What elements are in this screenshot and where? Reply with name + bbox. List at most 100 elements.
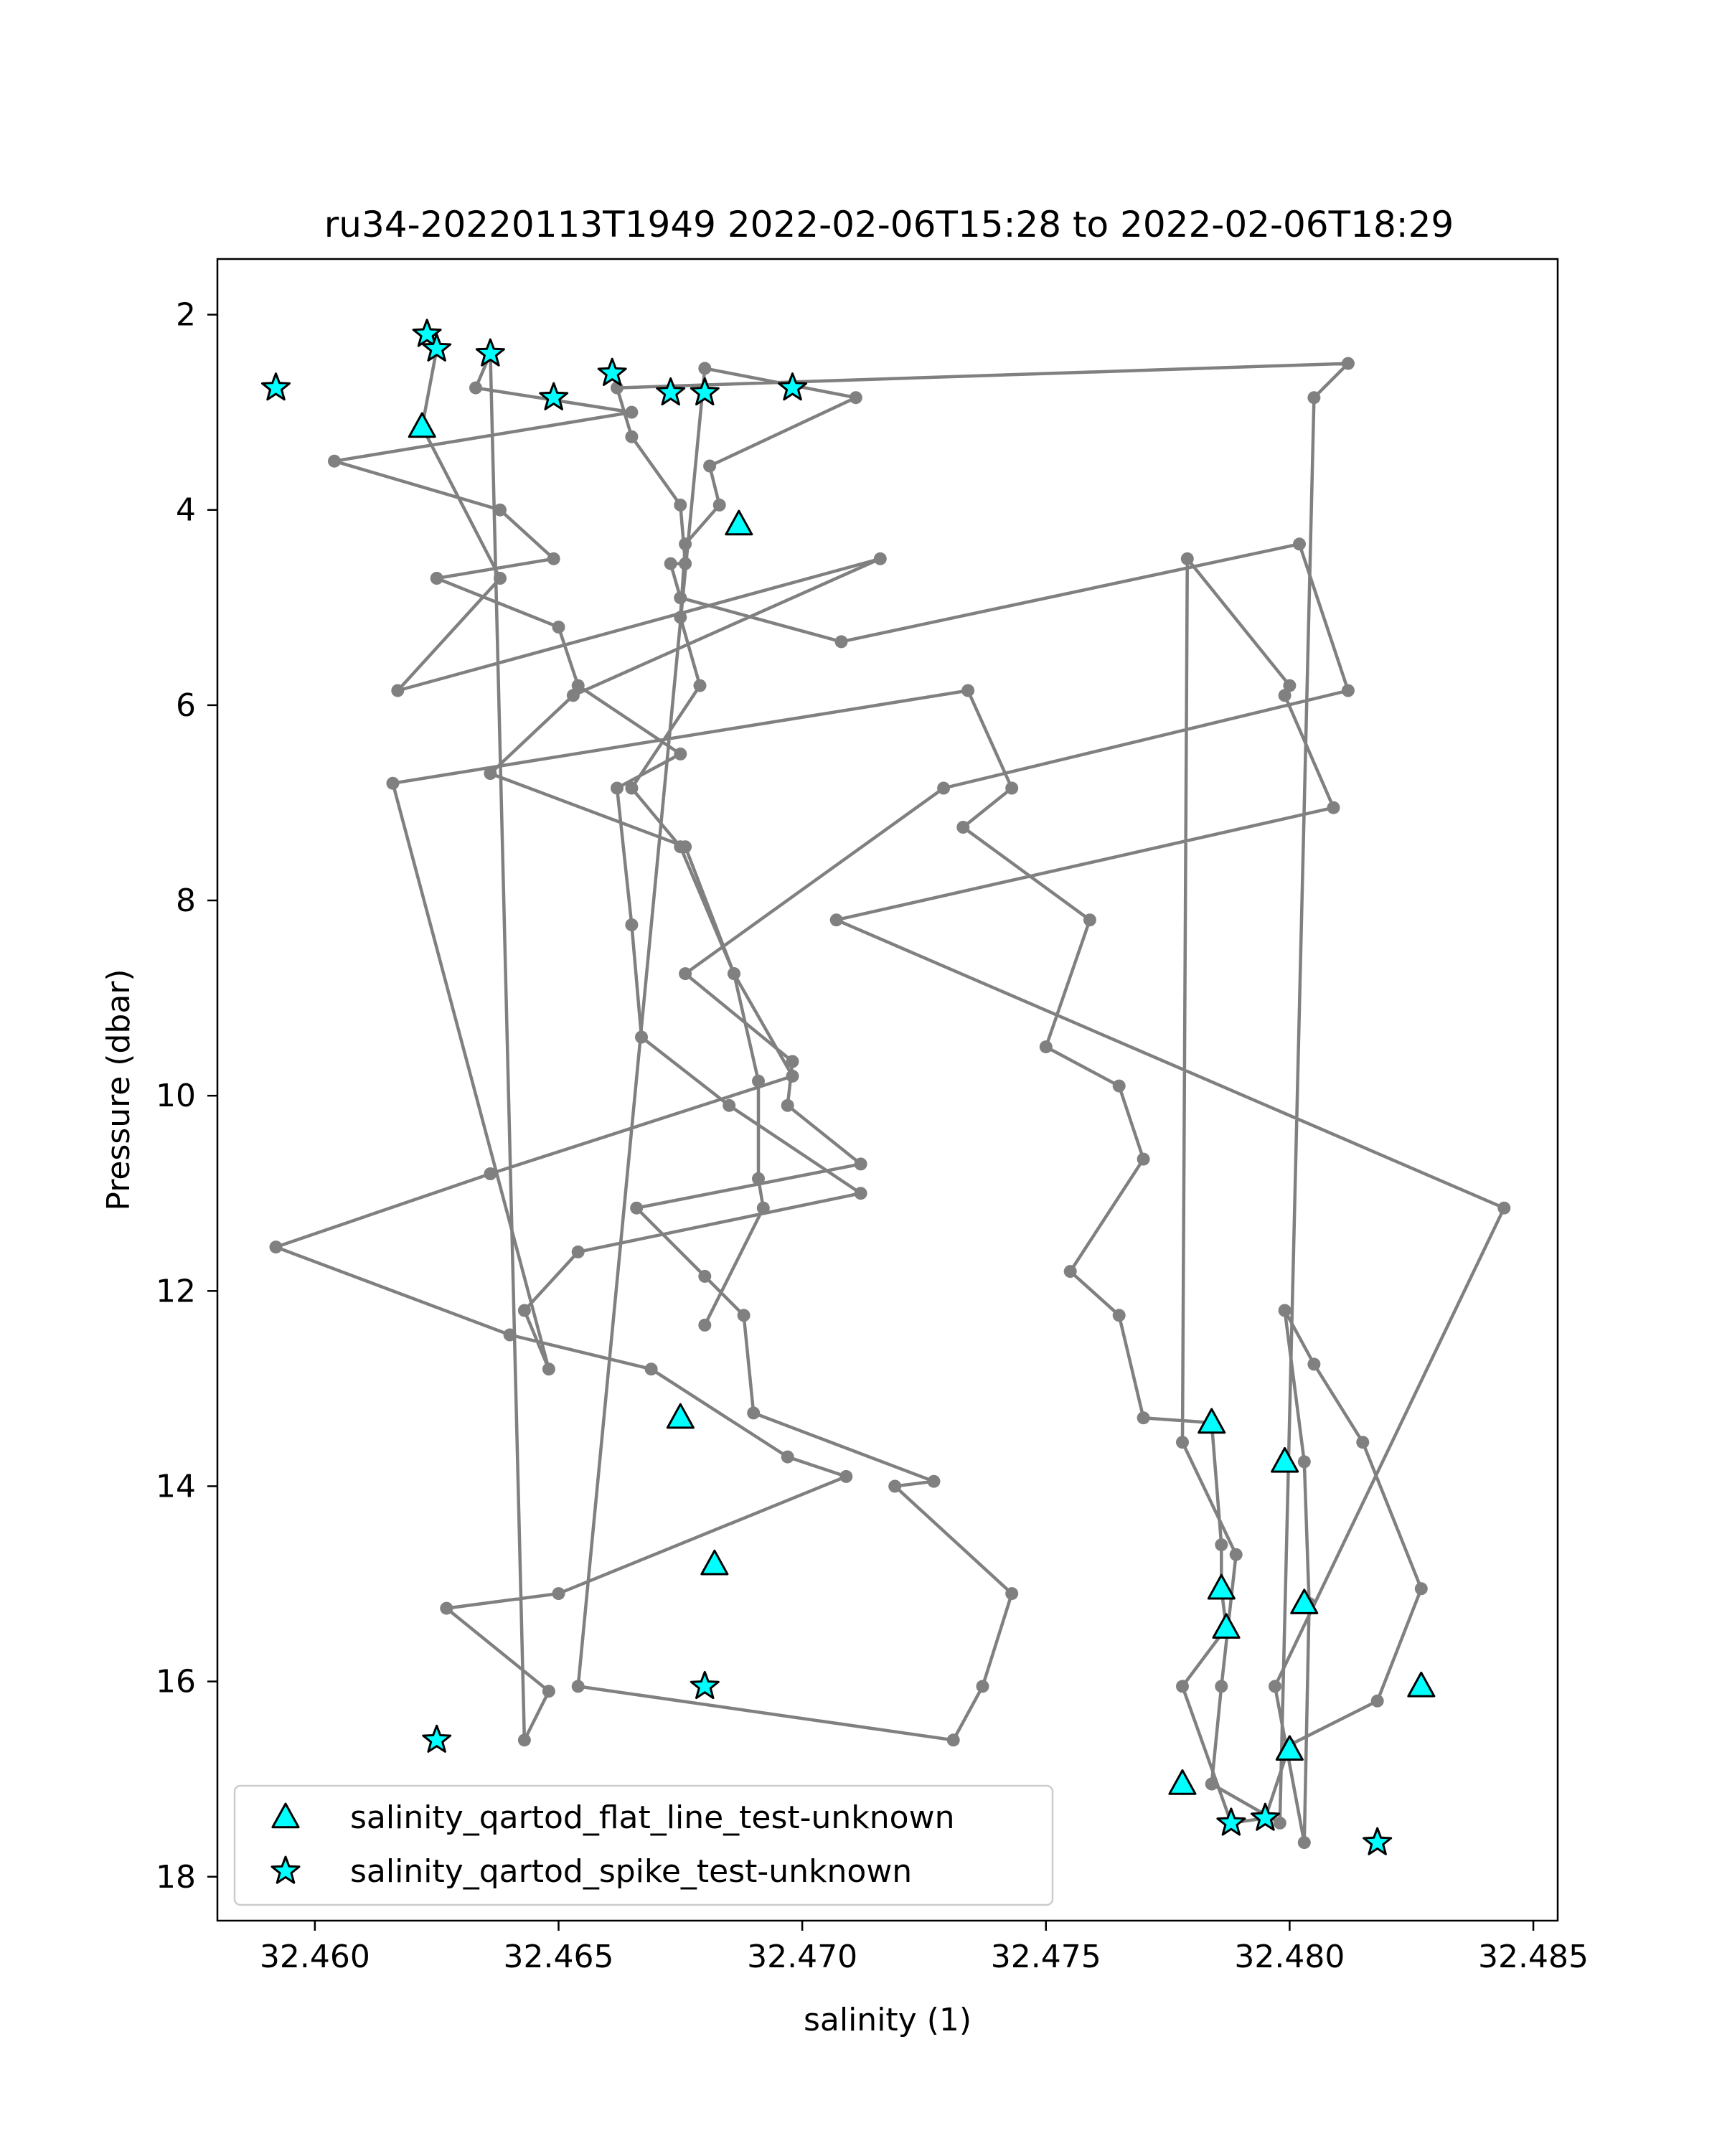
x-axis: 32.460 32.465 32.470 32.475 32.480 32.485 xyxy=(260,1921,1589,1975)
profile-point xyxy=(834,635,848,649)
profile-point xyxy=(698,1269,712,1283)
profile-point xyxy=(1414,1582,1428,1596)
spike-marker xyxy=(475,338,505,367)
chart-title: ru34-20220113T1949 2022-02-06T15:28 to 2… xyxy=(324,204,1454,245)
flat-line-marker xyxy=(1290,1588,1319,1614)
profile-point xyxy=(956,821,970,834)
profile-point xyxy=(946,1733,960,1747)
flat-line-marker xyxy=(700,1549,729,1576)
profile-point xyxy=(644,1362,658,1376)
spike-marker xyxy=(690,377,720,406)
profile-point xyxy=(781,1450,794,1464)
profile-point xyxy=(517,1733,531,1747)
profile-point xyxy=(937,781,951,795)
flat-line-marker xyxy=(666,1403,695,1429)
profile-point xyxy=(542,1685,555,1698)
profile-point xyxy=(1137,1152,1150,1166)
spike-marker xyxy=(539,382,569,410)
spike-marker xyxy=(1216,1807,1246,1836)
spike-marker xyxy=(656,377,686,406)
y-tick-label: 2 xyxy=(176,297,196,334)
profile-line xyxy=(274,333,1506,1845)
profile-point xyxy=(679,537,692,551)
profile-point xyxy=(756,1201,770,1215)
profile-point xyxy=(1205,1777,1218,1791)
profile-point xyxy=(849,391,862,405)
x-tick-label: 32.470 xyxy=(747,1939,857,1975)
profile-point xyxy=(547,552,560,565)
profile-point xyxy=(494,572,507,585)
profile-point xyxy=(1176,1680,1189,1693)
x-tick-label: 32.485 xyxy=(1478,1939,1589,1975)
profile-point xyxy=(1341,684,1355,697)
profile-point xyxy=(723,1098,736,1112)
flat-line-marker xyxy=(1275,1735,1304,1761)
profile-point xyxy=(1356,1436,1370,1449)
profile-point xyxy=(888,1479,902,1493)
profile-point xyxy=(693,679,707,692)
profile-point xyxy=(1278,689,1292,702)
profile-point xyxy=(1005,781,1019,795)
profile-point xyxy=(976,1680,989,1693)
profile-point xyxy=(391,684,405,697)
profile-point xyxy=(747,1406,761,1420)
flat-line-marker xyxy=(725,509,753,536)
profile-point xyxy=(1341,357,1355,370)
spike-marker xyxy=(422,333,452,362)
profile-point xyxy=(679,557,692,570)
spike-marker xyxy=(1363,1827,1393,1855)
profile-point xyxy=(1083,913,1096,927)
profile-point xyxy=(1297,1836,1311,1850)
y-tick-label: 6 xyxy=(176,687,196,724)
spike-marker xyxy=(690,1670,720,1700)
flat-line-marker xyxy=(1212,1613,1241,1639)
spike-marker xyxy=(597,357,627,386)
profile-point xyxy=(927,1474,941,1488)
flat-line-marker xyxy=(1198,1408,1226,1434)
profile-point xyxy=(552,1587,565,1601)
y-tick-label: 12 xyxy=(156,1273,196,1309)
profile-point xyxy=(484,1167,497,1180)
x-tick-label: 32.460 xyxy=(260,1939,370,1975)
profile-point xyxy=(873,552,887,565)
profile-point xyxy=(674,611,687,624)
x-tick-label: 32.475 xyxy=(991,1939,1101,1975)
spike-marker xyxy=(261,372,291,401)
profile-point xyxy=(611,781,624,795)
profile-point xyxy=(703,459,717,473)
legend-star-icon xyxy=(270,1855,301,1884)
profile-point xyxy=(698,1318,712,1332)
plot-frame xyxy=(216,258,1559,1922)
profile-point xyxy=(571,1245,585,1258)
profile-point xyxy=(494,503,507,517)
profile-point xyxy=(786,1069,799,1083)
spike-marker xyxy=(412,319,442,347)
plot-area xyxy=(261,319,1511,1855)
y-tick-label: 14 xyxy=(156,1468,196,1505)
profile-point xyxy=(1327,801,1340,814)
profile-point xyxy=(728,967,740,981)
profile-point xyxy=(1370,1694,1384,1708)
profile-point xyxy=(517,1304,531,1317)
profile-point xyxy=(679,967,692,981)
profile-point xyxy=(1307,391,1321,405)
profile-point xyxy=(1039,1040,1053,1054)
profile-point xyxy=(1005,1587,1019,1601)
profile-point xyxy=(1297,1455,1311,1469)
profile-point xyxy=(386,776,400,790)
profile-point xyxy=(625,918,639,931)
y-tick-label: 18 xyxy=(156,1859,196,1896)
x-tick-label: 32.480 xyxy=(1234,1939,1345,1975)
profile-point xyxy=(1307,1357,1321,1371)
profile-point xyxy=(571,1680,585,1693)
legend: salinity_qartod_flat_line_test-unknownsa… xyxy=(233,1784,1054,1906)
profile-point xyxy=(1283,679,1297,692)
profile-point xyxy=(781,1098,794,1112)
profile-point xyxy=(839,1469,853,1483)
spike-marker xyxy=(778,372,808,401)
profile-point xyxy=(1180,552,1194,565)
profile-point xyxy=(542,1362,555,1376)
profile-point xyxy=(752,1074,765,1088)
flat-line-marker xyxy=(1271,1446,1299,1473)
spike-marker xyxy=(1250,1802,1280,1831)
